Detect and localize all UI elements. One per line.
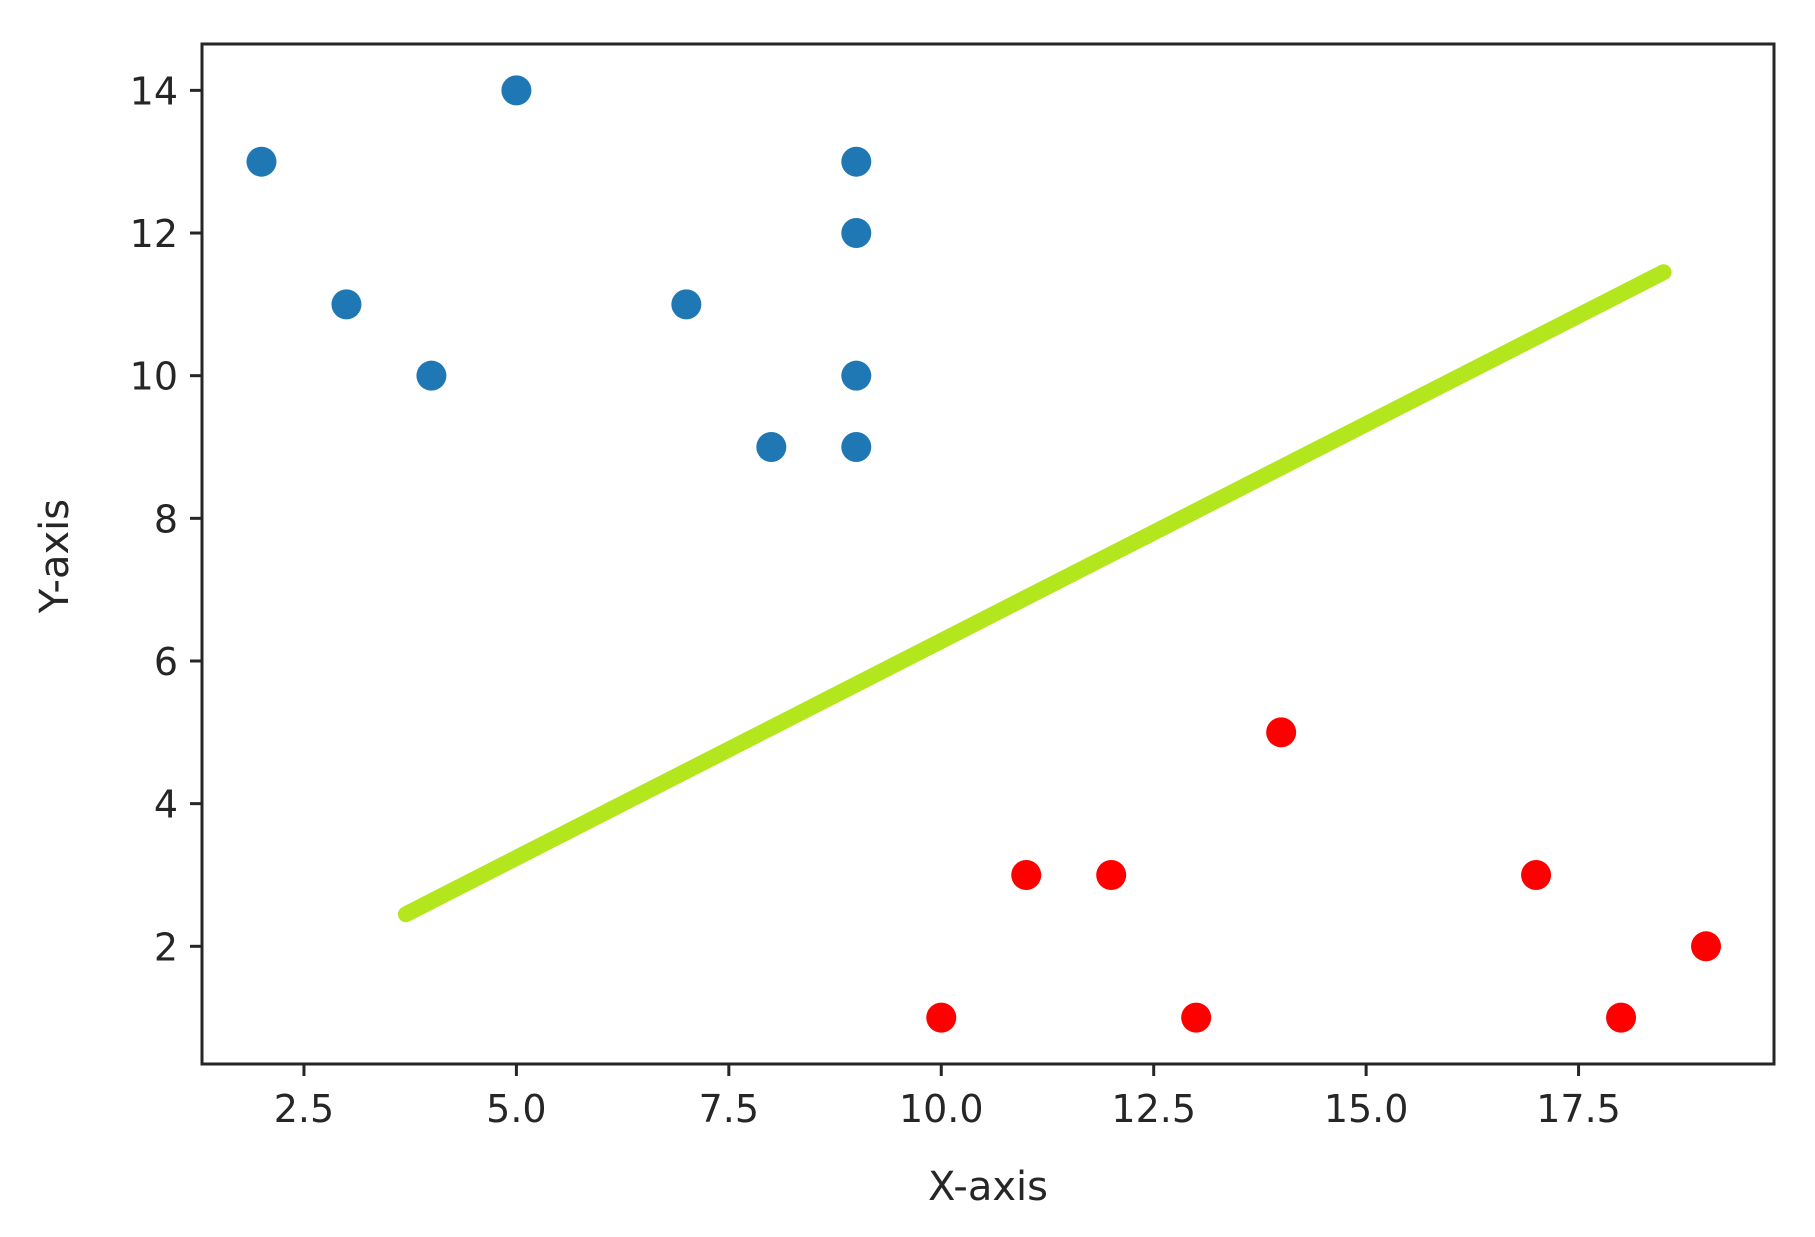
series-2-point-1 bbox=[926, 1002, 957, 1033]
x-tick-label: 10.0 bbox=[899, 1087, 984, 1131]
series-1-point-2 bbox=[331, 289, 362, 320]
series-1-point-7 bbox=[841, 432, 872, 463]
series-2-point-2 bbox=[1011, 859, 1042, 890]
series-1-point-9 bbox=[841, 218, 872, 249]
y-axis-label: Y-axis bbox=[32, 499, 78, 614]
y-axis-ticks: 2 4 6 8 10 12 14 bbox=[130, 69, 202, 969]
x-tick-label: 5.0 bbox=[486, 1087, 546, 1131]
plot-frame bbox=[200, 42, 1776, 1066]
series-2-point-3 bbox=[1096, 859, 1127, 890]
x-axis-ticks: 2.5 5.0 7.5 10.0 12.5 15.0 17.5 bbox=[274, 1064, 1621, 1131]
series-1-point-8 bbox=[841, 360, 872, 391]
y-tick-label: 2 bbox=[154, 925, 178, 969]
x-tick-label: 17.5 bbox=[1536, 1087, 1621, 1131]
x-tick-label: 15.0 bbox=[1324, 1087, 1409, 1131]
series-1-point-6 bbox=[756, 432, 787, 463]
series-1-point-10 bbox=[841, 146, 872, 177]
series-2-point-5 bbox=[1266, 717, 1297, 748]
data-layer bbox=[246, 75, 1722, 1033]
y-tick-label: 10 bbox=[130, 355, 178, 399]
y-tick-label: 12 bbox=[130, 212, 178, 256]
series-2-point-4 bbox=[1181, 1002, 1212, 1033]
series-2-point-8 bbox=[1691, 931, 1722, 962]
series-1-point-3 bbox=[416, 360, 447, 391]
series-1-point-5 bbox=[671, 289, 702, 320]
series-1-point-1 bbox=[246, 146, 277, 177]
series-1-point-4 bbox=[501, 75, 532, 106]
y-tick-label: 8 bbox=[154, 497, 178, 541]
x-tick-label: 12.5 bbox=[1111, 1087, 1196, 1131]
trend-line bbox=[397, 264, 1672, 923]
x-axis-label: X-axis bbox=[928, 1164, 1048, 1210]
series-2-point-7 bbox=[1606, 1002, 1637, 1033]
x-tick-label: 2.5 bbox=[274, 1087, 334, 1131]
series-2-point-6 bbox=[1521, 859, 1552, 890]
y-tick-label: 6 bbox=[154, 640, 178, 684]
y-tick-label: 14 bbox=[130, 69, 178, 113]
x-tick-label: 7.5 bbox=[699, 1087, 759, 1131]
y-tick-label: 4 bbox=[154, 783, 178, 827]
